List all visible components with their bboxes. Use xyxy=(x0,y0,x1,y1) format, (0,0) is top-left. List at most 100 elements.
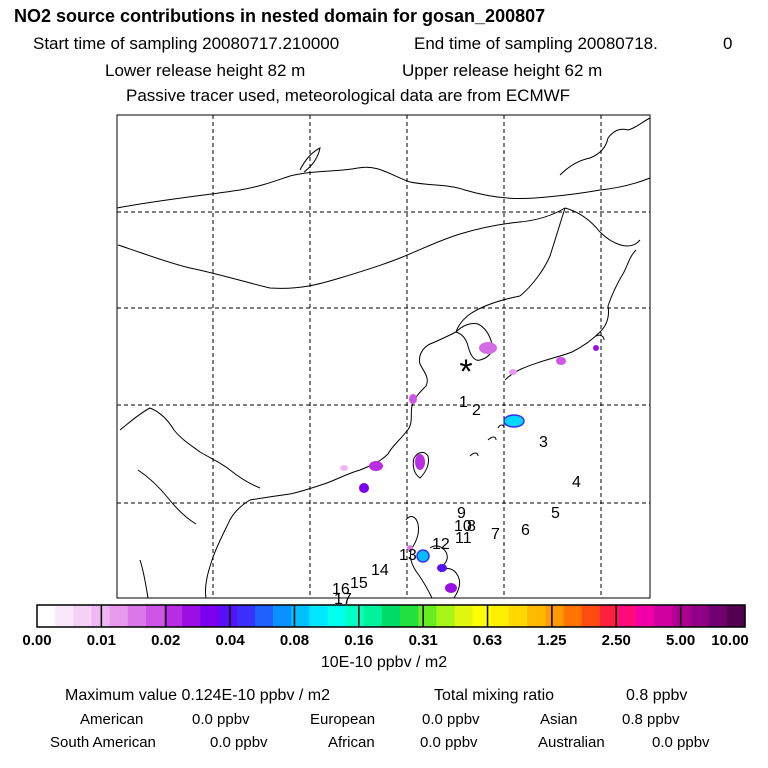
upper-release-height: Upper release height 62 m xyxy=(402,61,603,80)
lower-release-height: Lower release height 82 m xyxy=(105,61,306,80)
colorbar-swatch xyxy=(127,605,147,627)
colorbar-swatch xyxy=(617,605,637,627)
colorbar-tick-label: 5.00 xyxy=(666,632,696,649)
trajectory-label: 2 xyxy=(472,402,481,419)
colorbar-swatch xyxy=(509,605,528,627)
region-asian-value: 0.8 ppbv xyxy=(622,711,680,728)
colorbar xyxy=(36,604,746,628)
colorbar-swatch xyxy=(599,605,619,627)
region-african-label: African xyxy=(328,734,375,751)
colorbar-swatch xyxy=(363,605,383,627)
colorbar-unit: 10E-10 ppbv / m2 xyxy=(320,654,448,671)
colorbar-swatch xyxy=(200,605,220,627)
region-south-american-label: South American xyxy=(50,734,156,751)
colorbar-tick-label: 0.63 xyxy=(472,632,503,649)
colorbar-swatch xyxy=(400,605,419,627)
concentration-patch-hainan xyxy=(359,483,369,493)
colorbar-swatch xyxy=(563,605,583,627)
colorbar-tick-label: 0.02 xyxy=(151,632,181,649)
coastlines-borders xyxy=(116,117,651,599)
start-time-label: Start time of sampling 20080717.210000 xyxy=(33,34,340,53)
colorbar-tick-label: 0.00 xyxy=(22,632,52,649)
colorbar-swatch xyxy=(218,605,238,627)
colorbar-swatch xyxy=(327,605,347,627)
colorbar-swatch xyxy=(164,605,183,627)
colorbar-tick-label: 0.04 xyxy=(215,632,245,649)
concentration-patch-max xyxy=(503,414,525,428)
colorbar-swatch xyxy=(73,605,93,627)
trajectory-label: 5 xyxy=(551,505,560,522)
colorbar-swatch xyxy=(37,605,56,627)
region-american-value: 0.0 ppbv xyxy=(192,711,250,728)
colorbar-swatch xyxy=(254,605,274,627)
colorbar-swatch xyxy=(291,605,310,627)
trajectory-label: 11 xyxy=(455,530,472,547)
concentration-patch-south-china xyxy=(340,465,348,471)
region-australian-value: 0.0 ppbv xyxy=(652,734,710,751)
colorbar-swatch xyxy=(654,605,673,627)
trajectory-label: 12 xyxy=(432,536,450,553)
trajectory-label: 8 xyxy=(467,518,476,535)
colorbar-swatch xyxy=(273,605,292,627)
map-title: NO2 source contributions in nested domai… xyxy=(14,6,546,26)
region-south-american-value: 0.0 ppbv xyxy=(210,734,268,751)
colorbar-tick-label: 10.00 xyxy=(711,632,749,649)
colorbar-swatch xyxy=(545,605,565,627)
tracer-note: Passive tracer used, meteorological data… xyxy=(126,86,571,105)
concentration-patch-honshu xyxy=(556,357,566,365)
concentration-patch-luzon-south xyxy=(437,564,447,572)
concentration-patch-luzon xyxy=(416,549,430,563)
trajectory-label: 16 xyxy=(332,581,350,598)
region-australian-label: Australian xyxy=(538,734,605,751)
region-european-label: European xyxy=(310,711,376,728)
end-time-value: 0 xyxy=(723,34,733,53)
concentration-patch-visayas xyxy=(445,583,457,593)
colorbar-tick-label: 0.01 xyxy=(86,632,116,649)
total-mixing-ratio-label: Total mixing ratio xyxy=(434,687,555,704)
colorbar-swatch xyxy=(636,605,655,627)
colorbar-tick-label: 1.25 xyxy=(537,632,567,649)
trajectory-label: 14 xyxy=(371,562,389,579)
colorbar-swatch xyxy=(454,605,474,627)
colorbar-frame xyxy=(36,604,746,628)
concentration-patch-taiwan xyxy=(415,454,425,470)
colorbar-swatch xyxy=(309,605,329,627)
colorbar-swatch xyxy=(55,605,74,627)
concentration-patch-shanghai xyxy=(409,394,417,404)
colorbar-swatch xyxy=(726,605,746,627)
colorbar-tick-label: 2.50 xyxy=(601,632,631,649)
concentration-patch-korea xyxy=(479,342,497,354)
colorbar-tick-label: 0.31 xyxy=(408,632,438,649)
concentration-patch-kyushu xyxy=(509,369,517,375)
end-time-label: End time of sampling 20080718. xyxy=(414,34,658,53)
concentration-patch-japan-east xyxy=(593,345,599,351)
colorbar-swatch xyxy=(690,605,710,627)
trajectory-label: 1 xyxy=(459,394,468,411)
colorbar-swatch xyxy=(527,605,546,627)
trajectory-label: 3 xyxy=(539,434,548,451)
colorbar-swatch xyxy=(472,605,492,627)
trajectory-label: 7 xyxy=(491,526,500,543)
trajectory-label: 15 xyxy=(350,575,368,592)
region-asian-label: Asian xyxy=(540,711,578,728)
colorbar-swatch xyxy=(436,605,456,627)
colorbar-swatch xyxy=(109,605,129,627)
trajectory-label: 6 xyxy=(521,522,530,539)
trajectory-label: 4 xyxy=(572,474,581,491)
trajectory-label: 13 xyxy=(399,547,417,564)
concentration-patch-luzon-north xyxy=(407,545,413,551)
colorbar-swatch xyxy=(581,605,601,627)
colorbar-swatch xyxy=(708,605,728,627)
colorbar-swatch xyxy=(182,605,201,627)
region-african-value: 0.0 ppbv xyxy=(420,734,478,751)
region-european-value: 0.0 ppbv xyxy=(422,711,480,728)
trajectory-label: 9 xyxy=(457,505,466,522)
colorbar-swatch xyxy=(345,605,365,627)
colorbar-swatch xyxy=(418,605,437,627)
trajectory-label: 17 xyxy=(334,591,352,608)
colorbar-swatch xyxy=(672,605,692,627)
